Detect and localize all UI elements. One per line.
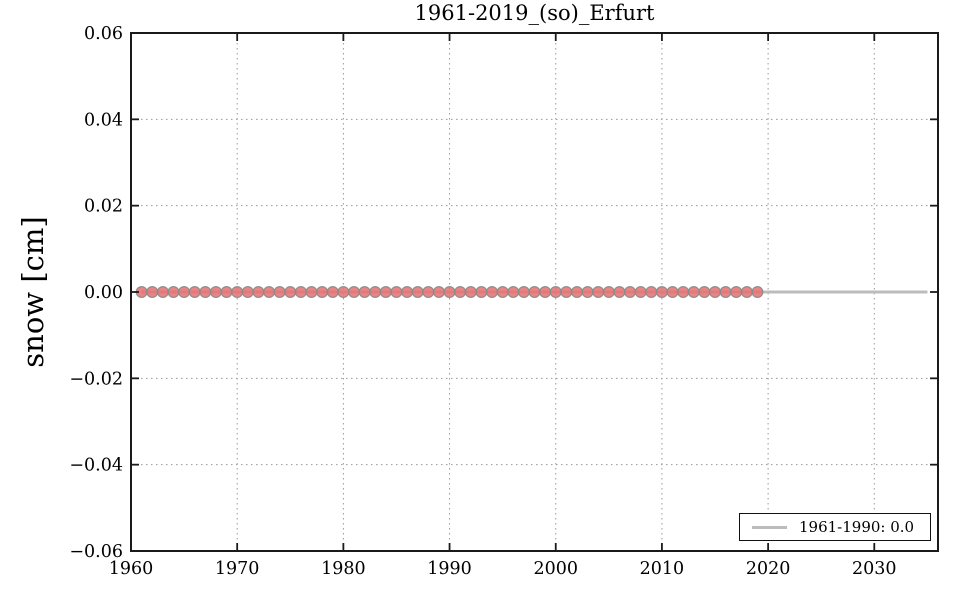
svg-text:1980: 1980	[321, 559, 366, 579]
svg-text:0.02: 0.02	[84, 197, 123, 217]
svg-text:1990: 1990	[427, 559, 472, 579]
svg-text:0.00: 0.00	[84, 283, 123, 303]
svg-text:2030: 2030	[852, 559, 897, 579]
legend-line-swatch-icon	[752, 525, 787, 529]
legend-label: 1961-1990: 0.0	[799, 518, 915, 536]
svg-text:−0.06: −0.06	[69, 542, 123, 562]
svg-text:1960: 1960	[109, 559, 154, 579]
svg-text:0.06: 0.06	[84, 24, 123, 44]
legend: 1961-1990: 0.0	[739, 513, 931, 541]
chart-title: 1961-2019_(so)_Erfurt	[414, 1, 655, 25]
svg-text:1970: 1970	[215, 559, 260, 579]
svg-text:2020: 2020	[746, 559, 791, 579]
svg-text:2000: 2000	[533, 559, 578, 579]
svg-text:0.04: 0.04	[84, 110, 123, 130]
svg-text:−0.04: −0.04	[69, 456, 123, 476]
svg-text:−0.02: −0.02	[69, 369, 123, 389]
svg-text:2010: 2010	[640, 559, 685, 579]
